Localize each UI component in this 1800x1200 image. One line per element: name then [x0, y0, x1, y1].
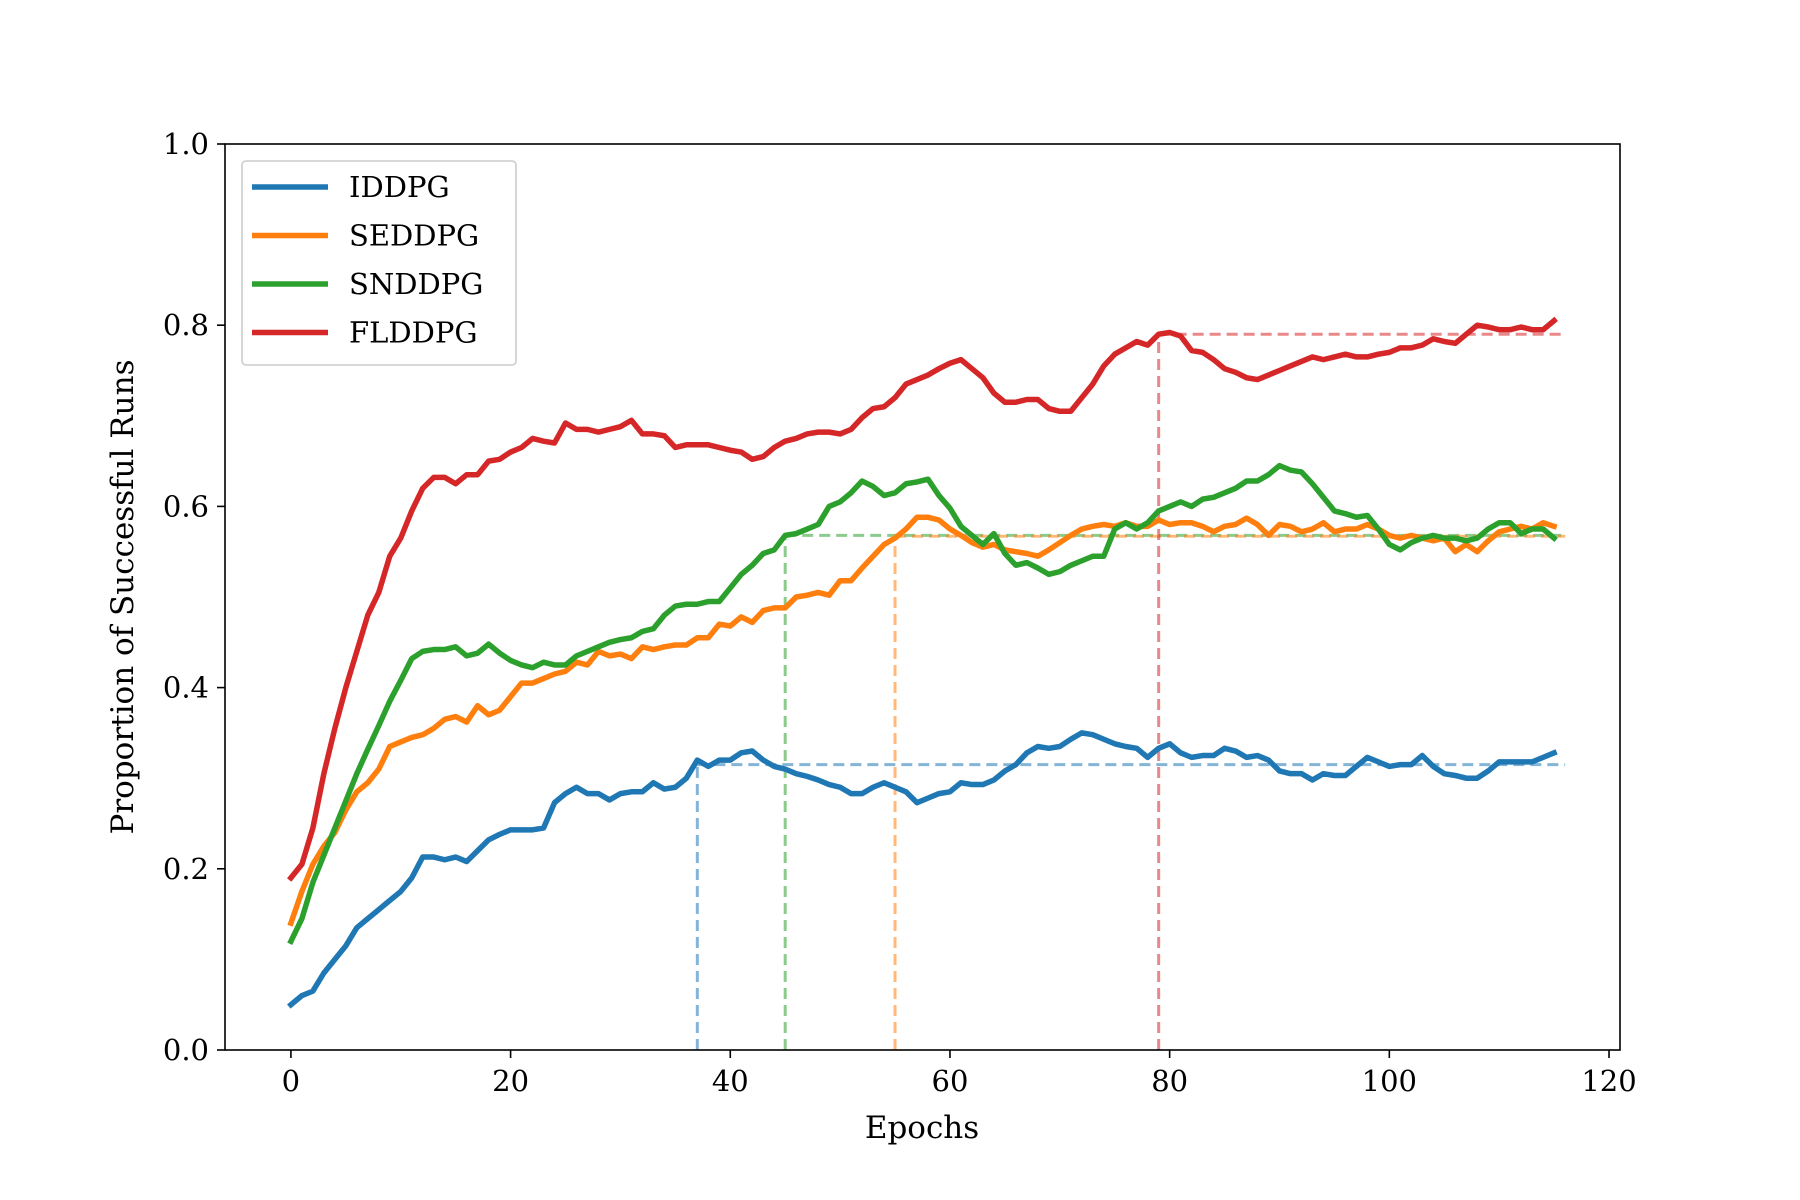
series-line-flddpg [287, 316, 1558, 882]
plot-area-frame [224, 143, 1621, 1051]
x-tick-label: 120 [1581, 1064, 1636, 1098]
x-axis-ticks: 0 20 40 60 80 100 120 [282, 1050, 1637, 1098]
y-axis-label: Proportion of Successful Runs [105, 360, 141, 835]
y-tick-label: 0.2 [163, 852, 209, 886]
series-line-seddpg [287, 514, 1558, 927]
x-tick-label: 0 [282, 1064, 300, 1098]
series-line-snddpg [287, 462, 1558, 945]
series-line-iddpg [287, 730, 1558, 1009]
y-tick-label: 0.6 [163, 489, 209, 523]
legend-items: IDDPG SEDDPG SNDDPG FLDDPG [252, 170, 483, 350]
y-tick-label: 0.0 [163, 1033, 209, 1067]
legend: IDDPG SEDDPG SNDDPG FLDDPG [241, 160, 517, 366]
series-lines [287, 316, 1558, 1009]
legend-label-flddpg: FLDDPG [349, 316, 478, 350]
legend-label-seddpg: SEDDPG [349, 219, 479, 253]
y-axis-ticks: 0.0 0.2 0.4 0.6 0.8 1.0 [163, 127, 225, 1067]
y-tick-label: 0.8 [163, 308, 209, 342]
x-tick-label: 80 [1151, 1064, 1188, 1098]
y-tick-label: 1.0 [163, 127, 209, 161]
x-tick-label: 100 [1362, 1064, 1417, 1098]
legend-label-snddpg: SNDDPG [349, 267, 483, 301]
legend-box [241, 160, 517, 366]
legend-label-iddpg: IDDPG [349, 170, 450, 204]
x-tick-label: 20 [492, 1064, 529, 1098]
x-axis-label: Epochs [865, 1110, 979, 1146]
x-tick-label: 40 [712, 1064, 749, 1098]
x-tick-label: 60 [932, 1064, 969, 1098]
y-tick-label: 0.4 [163, 671, 209, 705]
